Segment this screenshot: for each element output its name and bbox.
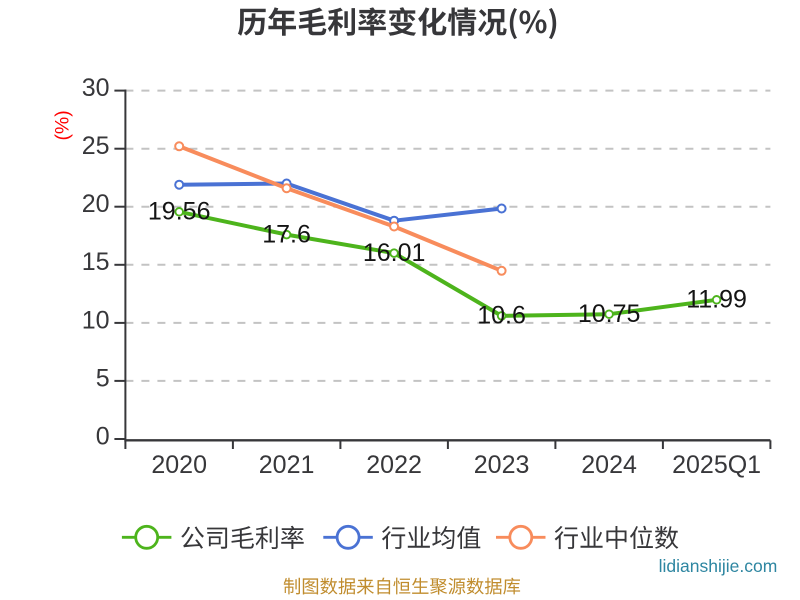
svg-text:lidianshijie.com: lidianshijie.com <box>659 556 778 576</box>
svg-text:5: 5 <box>96 364 110 392</box>
svg-text:2022: 2022 <box>366 451 422 479</box>
svg-text:15: 15 <box>82 248 110 276</box>
svg-text:2021: 2021 <box>259 451 315 479</box>
svg-text:17.6: 17.6 <box>262 220 311 248</box>
svg-text:20: 20 <box>82 190 110 218</box>
svg-text:11.99: 11.99 <box>686 286 747 314</box>
svg-text:2023: 2023 <box>474 451 530 479</box>
svg-text:2020: 2020 <box>151 451 207 479</box>
svg-text:10.75: 10.75 <box>578 300 641 328</box>
svg-text:(%): (%) <box>52 110 74 140</box>
svg-text:2024: 2024 <box>581 451 637 479</box>
svg-text:0: 0 <box>96 422 110 450</box>
svg-text:2025Q1: 2025Q1 <box>672 451 761 479</box>
svg-text:25: 25 <box>82 132 110 160</box>
svg-text:10.6: 10.6 <box>477 302 526 330</box>
svg-text:16.01: 16.01 <box>363 239 426 267</box>
svg-text:10: 10 <box>82 306 110 334</box>
svg-text:30: 30 <box>82 74 110 102</box>
svg-text:19.56: 19.56 <box>148 198 211 226</box>
